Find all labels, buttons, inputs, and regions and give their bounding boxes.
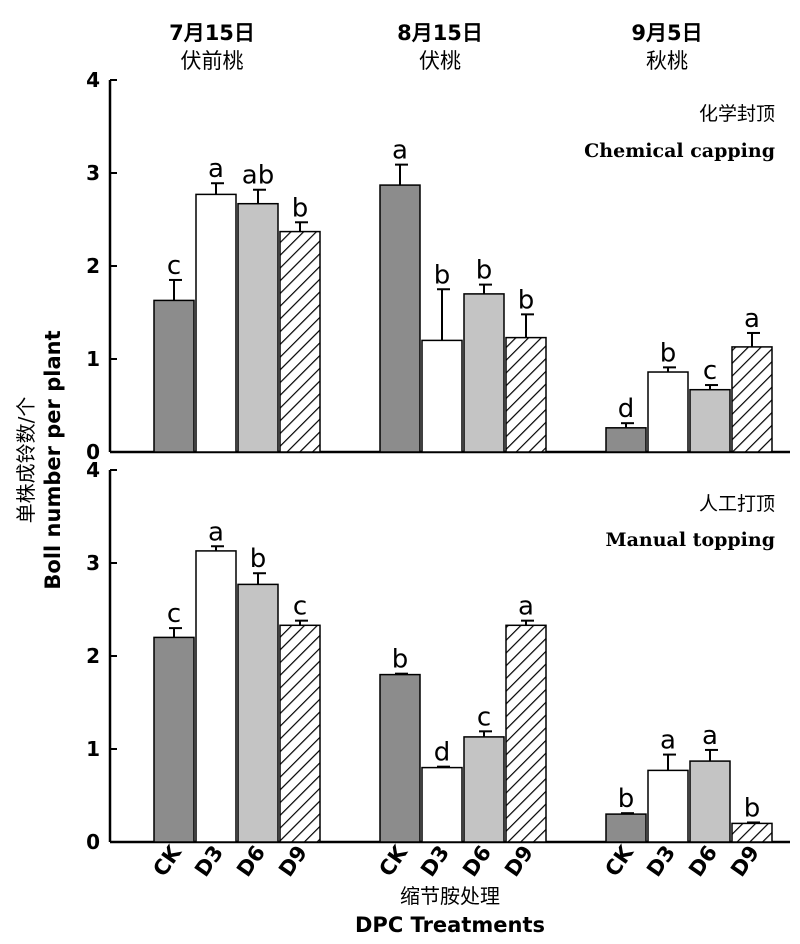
bar-d3-group-1 bbox=[195, 550, 237, 843]
significance-letter: b bbox=[292, 193, 309, 223]
x-tick-label-ck: CK bbox=[374, 841, 412, 881]
x-tick-label-ck: CK bbox=[148, 841, 186, 881]
significance-letter: b bbox=[476, 256, 493, 286]
y-tick-label: 1 bbox=[86, 737, 100, 761]
x-tick-label-d6: D6 bbox=[232, 841, 270, 881]
bar-d6-group-3 bbox=[689, 760, 731, 843]
bar-d6-group-2 bbox=[463, 293, 505, 453]
significance-letter: d bbox=[618, 394, 635, 424]
y-axis-label-cn: 单株成铃数/个 bbox=[14, 397, 38, 524]
significance-letter: b bbox=[392, 645, 409, 675]
bar-d3-group-3 bbox=[647, 371, 689, 453]
group-headers: 7月15日 伏前桃 8月15日 伏桃 9月5日 秋桃 bbox=[169, 21, 703, 73]
bar-d3-group-2 bbox=[421, 766, 463, 843]
group-name-2: 伏桃 bbox=[419, 49, 461, 73]
bar-ck-group-3 bbox=[605, 813, 647, 843]
y-tick-label: 4 bbox=[86, 458, 100, 482]
y-tick-label: 2 bbox=[86, 254, 100, 278]
bar-d9-group-2 bbox=[505, 624, 547, 843]
x-tick-label-ck: CK bbox=[600, 841, 638, 881]
significance-letter: a bbox=[518, 592, 534, 622]
bar-d9-group-2 bbox=[505, 336, 547, 453]
x-axis-label-en: DPC Treatments bbox=[355, 913, 545, 937]
significance-letter: c bbox=[167, 599, 181, 629]
bar-ck-group-1 bbox=[153, 636, 195, 843]
x-tick-label-d3: D3 bbox=[190, 841, 228, 881]
y-tick-label: 0 bbox=[86, 830, 100, 854]
bar-d6-group-2 bbox=[463, 736, 505, 843]
bar-d9-group-3 bbox=[731, 822, 773, 843]
y-tick-label: 0 bbox=[86, 440, 100, 464]
significance-letter: a bbox=[702, 721, 718, 751]
group-date-2: 8月15日 bbox=[397, 21, 483, 45]
group-name-3: 秋桃 bbox=[646, 49, 688, 73]
y-tick-label: 3 bbox=[86, 161, 100, 185]
significance-letter: c bbox=[477, 702, 491, 732]
y-tick-label: 4 bbox=[86, 68, 100, 92]
bar-ck-group-2 bbox=[379, 673, 421, 843]
bar-d6-group-1 bbox=[237, 202, 279, 453]
bar-d9-group-3 bbox=[731, 346, 773, 453]
bar-ck-group-2 bbox=[379, 184, 421, 453]
significance-letter: c bbox=[293, 592, 307, 622]
panel-labels: 化学封顶 Chemical capping 人工打顶 Manual toppin… bbox=[584, 103, 775, 551]
bar-d6-group-3 bbox=[689, 388, 731, 453]
significance-letter: c bbox=[167, 251, 181, 281]
bar-d6-group-1 bbox=[237, 583, 279, 843]
x-tick-label-d3: D3 bbox=[416, 841, 454, 881]
significance-letter: d bbox=[434, 738, 451, 768]
x-tick-label-d3: D3 bbox=[642, 841, 680, 881]
x-tick-label-d9: D9 bbox=[500, 841, 538, 881]
x-tick-label-d9: D9 bbox=[274, 841, 312, 881]
significance-letter: b bbox=[518, 285, 535, 315]
significance-letter: b bbox=[618, 784, 635, 814]
significance-letter: a bbox=[208, 154, 224, 184]
bar-ck-group-1 bbox=[153, 299, 195, 453]
y-tick-label: 2 bbox=[86, 644, 100, 668]
significance-letter: a bbox=[208, 517, 224, 547]
x-axis-label-cn: 缩节胺处理 bbox=[400, 884, 500, 908]
panel-label-bottom-en: Manual topping bbox=[606, 529, 775, 551]
bar-d3-group-3 bbox=[647, 769, 689, 843]
y-axis-label-en: Boll number per plant bbox=[41, 330, 65, 589]
group-date-1: 7月15日 bbox=[169, 21, 255, 45]
significance-letter: b bbox=[660, 338, 677, 368]
panel-label-bottom-cn: 人工打顶 bbox=[699, 493, 775, 515]
significance-letter: b bbox=[744, 793, 761, 823]
bar-d3-group-2 bbox=[421, 339, 463, 453]
significance-letter: a bbox=[392, 136, 408, 166]
panel-label-top-en: Chemical capping bbox=[584, 140, 775, 162]
x-tick-label-d9: D9 bbox=[726, 841, 764, 881]
y-axis-label: 单株成铃数/个 Boll number per plant bbox=[14, 330, 65, 589]
group-name-1: 伏前桃 bbox=[181, 49, 244, 73]
significance-letter: c bbox=[703, 356, 717, 386]
y-tick-label: 1 bbox=[86, 347, 100, 371]
bar-d3-group-1 bbox=[195, 193, 237, 453]
significance-letter: a bbox=[744, 304, 760, 334]
significance-letter: ab bbox=[242, 161, 274, 191]
significance-letter: a bbox=[660, 726, 676, 756]
bar-ck-group-3 bbox=[605, 427, 647, 453]
x-tick-label-d6: D6 bbox=[684, 841, 722, 881]
panel-label-top-cn: 化学封顶 bbox=[699, 103, 775, 125]
significance-letter: b bbox=[434, 260, 451, 290]
bar-d9-group-1 bbox=[279, 624, 321, 843]
x-tick-labels: CK D3 D6 D9 CK D3 D6 D9 CK D3 D6 D9 bbox=[148, 841, 764, 882]
significance-letter: b bbox=[250, 544, 267, 574]
bar-d9-group-1 bbox=[279, 230, 321, 453]
y-tick-label: 3 bbox=[86, 551, 100, 575]
group-date-3: 9月5日 bbox=[631, 21, 702, 45]
x-tick-label-d6: D6 bbox=[458, 841, 496, 881]
